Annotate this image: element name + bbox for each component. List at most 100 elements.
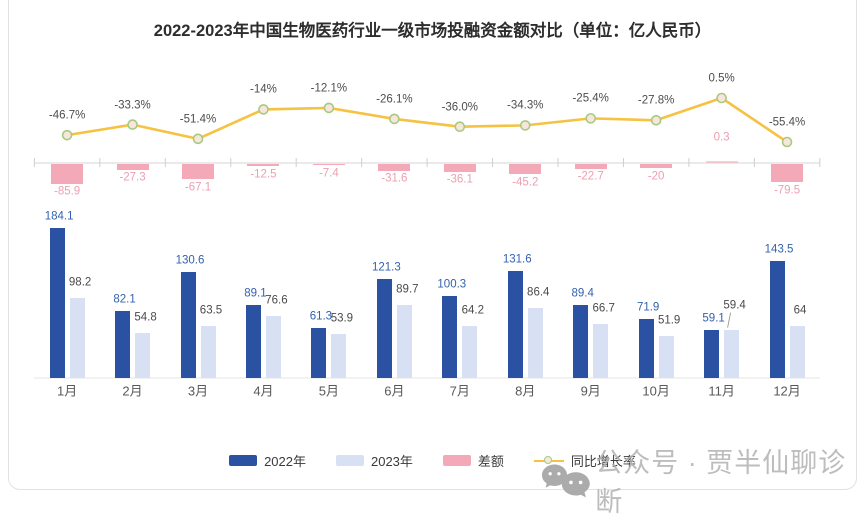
growth-label: -55.4% <box>768 116 806 129</box>
bar-2023-label: 51.9 <box>657 313 681 326</box>
bar-2022 <box>180 271 196 378</box>
growth-point-marker <box>127 119 138 130</box>
bar-2022 <box>507 270 523 378</box>
legend-label: 同比增长率 <box>570 454 636 469</box>
bar-2022-label: 61.3 <box>309 310 333 323</box>
bar-2023-label: 98.2 <box>68 276 92 289</box>
bar-2022-label: 131.6 <box>502 253 532 266</box>
legend-label: 差额 <box>477 454 504 469</box>
month-label: 4月 <box>253 383 274 399</box>
month-label: 12月 <box>773 383 801 399</box>
bar-2022-label: 59.1 <box>702 312 725 325</box>
growth-label: -46.7% <box>48 109 86 122</box>
growth-point-marker <box>323 102 335 114</box>
bar-2022 <box>115 311 131 378</box>
chart-labels-layer: -85.9 184.1 98.2 -46.7% 1月 -27.3 82.1 54.8 -33.3… <box>44 72 807 399</box>
bar-2023-label: 53.9 <box>330 312 354 325</box>
diff-bar <box>312 163 345 166</box>
growth-label: -14% <box>250 83 277 96</box>
bar-2022-label: 89.1 <box>244 287 267 300</box>
growth-point-marker <box>61 129 73 141</box>
diff-bar <box>378 163 411 171</box>
diff-bar <box>771 163 804 183</box>
growth-line <box>66 96 788 144</box>
bar-2022-label: 82.1 <box>113 293 136 306</box>
growth-label: -27.8% <box>637 94 675 107</box>
bar-2023-label: 59.4 <box>723 298 746 311</box>
legend-item-growth: 同比增长率 <box>533 451 636 470</box>
legend-line-marker-icon <box>533 455 564 466</box>
diff-label: -36.1 <box>446 173 473 186</box>
diff-label: -45.2 <box>512 175 539 188</box>
diff-label: 0.3 <box>713 131 730 144</box>
bar-2022 <box>311 328 327 378</box>
diff-bar <box>574 163 607 169</box>
growth-point-marker <box>454 121 466 133</box>
month-label: 1月 <box>56 383 78 399</box>
growth-label: -12.1% <box>310 82 348 95</box>
month-label: 8月 <box>515 383 536 399</box>
growth-point-marker <box>585 113 597 124</box>
month-label: 5月 <box>318 383 340 399</box>
bar-2022 <box>376 279 392 378</box>
legend-swatch-icon <box>229 455 258 466</box>
month-label: 7月 <box>449 383 470 399</box>
diff-bar <box>51 163 84 184</box>
bar-2023-label: 63.5 <box>199 304 223 317</box>
bar-2023-label: 54.8 <box>134 311 157 324</box>
month-label: 6月 <box>384 383 405 399</box>
bar-2023 <box>658 335 674 378</box>
diff-bar <box>509 163 542 175</box>
growth-label: -51.4% <box>179 113 217 126</box>
month-label: 3月 <box>187 383 209 399</box>
bar-2023 <box>200 326 216 378</box>
diff-label: -79.5 <box>773 183 801 196</box>
diff-bar <box>116 163 149 170</box>
bar-2022 <box>638 319 654 378</box>
diff-label: -7.4 <box>318 166 339 179</box>
diff-bar <box>705 160 738 163</box>
diff-label: -22.7 <box>577 170 604 183</box>
bar-2023-label: 89.7 <box>396 283 419 296</box>
diff-label: -27.3 <box>119 171 146 184</box>
bar-2023 <box>135 333 151 378</box>
bar-2022 <box>442 296 458 378</box>
diff-label: -12.5 <box>250 168 277 181</box>
bar-2023 <box>462 325 478 378</box>
bar-2023 <box>527 307 543 378</box>
month-label: 9月 <box>580 383 601 399</box>
legend-swatch-icon <box>335 455 364 466</box>
bar-2023-label: 66.7 <box>592 301 615 314</box>
bar-2023 <box>724 329 740 378</box>
bar-2023-label: 86.4 <box>527 285 550 298</box>
bar-2023 <box>789 325 805 378</box>
legend-swatch-icon <box>442 455 471 466</box>
bar-2022-label: 89.4 <box>571 287 594 300</box>
bar-2023 <box>331 334 347 378</box>
bar-2022-label: 100.3 <box>437 278 467 291</box>
bar-2022-label: 184.1 <box>44 210 74 223</box>
month-label: 2月 <box>122 383 143 399</box>
legend: 2022年 2023年 差额 同比增长率 <box>0 451 865 470</box>
growth-label: -25.4% <box>572 92 609 105</box>
growth-point-marker <box>716 92 727 104</box>
bar-2022 <box>49 228 65 378</box>
legend-item-series0: 2022年 <box>229 451 306 470</box>
chart-title: 2022-2023年中国生物医药行业一级市场投融资金额对比（单位：亿人民币） <box>153 22 712 40</box>
growth-point-marker <box>519 120 531 131</box>
growth-label: -34.3% <box>507 99 544 112</box>
diff-bar <box>182 163 214 180</box>
growth-label: 0.5% <box>708 72 735 85</box>
growth-point-marker <box>389 113 400 125</box>
bar-2022 <box>573 305 589 378</box>
bar-2022 <box>769 261 785 378</box>
month-label: 10月 <box>642 383 670 399</box>
diff-label: -85.9 <box>53 185 81 198</box>
growth-label: -36.0% <box>441 100 479 113</box>
bar-2022-label: 130.6 <box>175 253 205 266</box>
diff-bar <box>247 163 280 167</box>
growth-label: -33.3% <box>114 98 151 111</box>
diff-label: -31.6 <box>381 172 408 185</box>
bar-2022-label: 71.9 <box>636 301 660 314</box>
